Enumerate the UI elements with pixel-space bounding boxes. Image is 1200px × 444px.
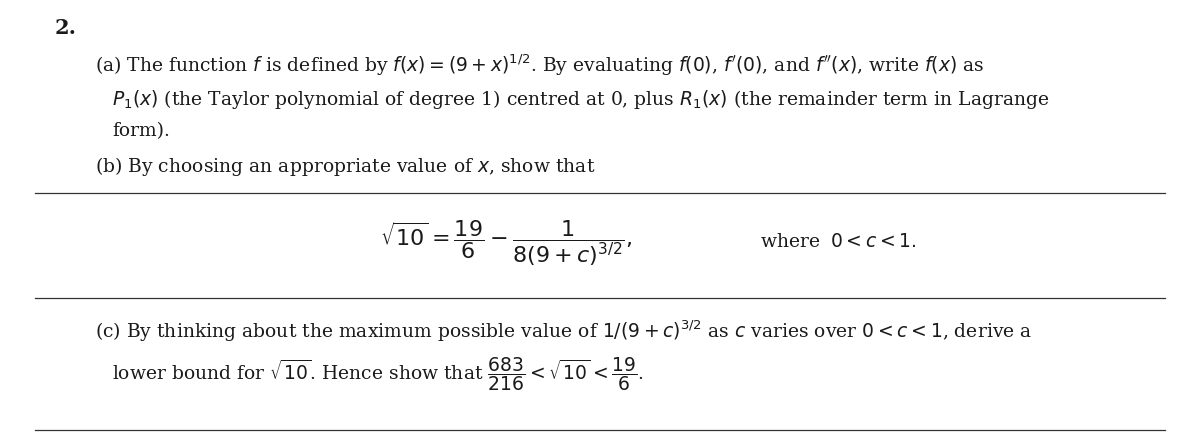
- Text: (c) By thinking about the maximum possible value of $1/(9+c)^{3/2}$ as $c$ varie: (c) By thinking about the maximum possib…: [95, 318, 1032, 344]
- Text: form).: form).: [112, 122, 170, 140]
- Text: where $\;0 < c < 1.$: where $\;0 < c < 1.$: [760, 233, 917, 251]
- Text: lower bound for $\sqrt{10}$. Hence show that $\dfrac{683}{216} < \sqrt{10} < \df: lower bound for $\sqrt{10}$. Hence show …: [112, 355, 643, 393]
- Text: $P_1(x)$ (the Taylor polynomial of degree 1) centred at 0, plus $R_1(x)$ (the re: $P_1(x)$ (the Taylor polynomial of degre…: [112, 88, 1050, 111]
- Text: $\sqrt{10} = \dfrac{19}{6} - \dfrac{1}{8(9 + c)^{3/2}},$: $\sqrt{10} = \dfrac{19}{6} - \dfrac{1}{8…: [380, 218, 632, 268]
- Text: (b) By choosing an appropriate value of $x$, show that: (b) By choosing an appropriate value of …: [95, 155, 595, 178]
- Text: 2.: 2.: [55, 18, 77, 38]
- Text: (a) The function $f$ is defined by $f(x) = (9 + x)^{1/2}$. By evaluating $f(0)$,: (a) The function $f$ is defined by $f(x)…: [95, 52, 984, 78]
